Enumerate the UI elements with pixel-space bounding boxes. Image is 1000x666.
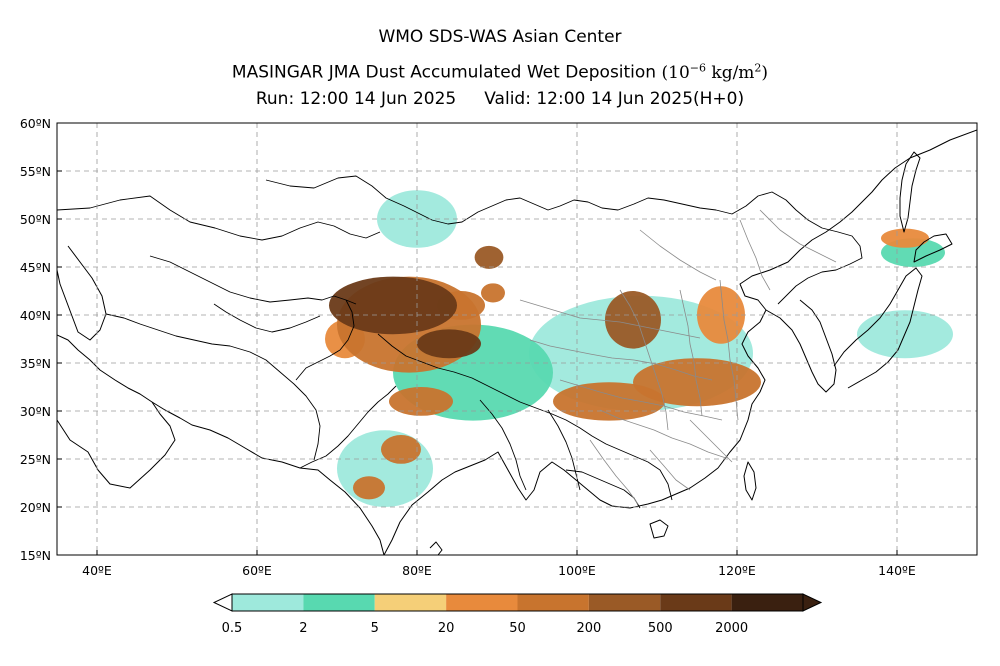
deposition-region bbox=[605, 291, 661, 349]
colorbar-segment bbox=[232, 594, 304, 611]
lon-tick-label: 120ºE bbox=[718, 563, 756, 578]
graticule bbox=[57, 123, 977, 555]
lon-tick-label: 140ºE bbox=[878, 563, 916, 578]
lat-tick-label: 20ºN bbox=[20, 500, 51, 515]
valid-label: Valid: 12:00 14 Jun 2025(H+0) bbox=[484, 89, 745, 109]
coastline-sri-lanka bbox=[429, 541, 443, 555]
colorbar-segment bbox=[303, 594, 375, 611]
run-label: Run: 12:00 14 Jun 2025 bbox=[255, 89, 457, 109]
colorbar-segment bbox=[517, 594, 589, 611]
colorbar-level-label: 2 bbox=[299, 621, 307, 636]
lat-tick-label: 15ºN bbox=[20, 548, 51, 563]
subtitle-main: MASINGAR JMA Dust Accumulated Wet Deposi… bbox=[231, 62, 657, 83]
lon-tick-label: 60ºE bbox=[242, 563, 272, 578]
lat-tick-label: 35ºN bbox=[20, 356, 51, 371]
unit-square: 2 bbox=[754, 61, 762, 74]
map-frame bbox=[56, 122, 978, 556]
unit-open: (10 bbox=[661, 62, 690, 83]
deposition-region bbox=[697, 286, 745, 344]
subtitle-unit: (10−6 kg/m2) bbox=[661, 61, 769, 83]
deposition-region bbox=[633, 358, 761, 407]
coastline-korea bbox=[765, 299, 837, 393]
lat-tick-label: 55ºN bbox=[20, 164, 51, 179]
colorbar-level-label: 2000 bbox=[715, 621, 748, 636]
lat-tick-label: 45ºN bbox=[20, 260, 51, 275]
lat-tick-label: 60ºN bbox=[20, 116, 51, 131]
country-borders bbox=[57, 175, 863, 509]
unit-exponent: −6 bbox=[689, 61, 706, 74]
colorbar-level-label: 20 bbox=[438, 621, 455, 636]
axis-ticks: 40ºE 60ºE 80ºE 100ºE 120ºE 140ºE 15ºN 20ºN 25ºN 3… bbox=[20, 116, 916, 578]
coastline-caspian bbox=[57, 245, 107, 341]
deposition-region bbox=[481, 283, 505, 303]
lat-tick-label: 25ºN bbox=[20, 452, 51, 467]
colorbar-segment bbox=[588, 594, 661, 611]
coastline-sakhalin bbox=[899, 151, 921, 233]
colorbar-segment bbox=[660, 594, 732, 611]
deposition-field bbox=[325, 190, 953, 507]
colorbar-level-label: 0.5 bbox=[222, 621, 243, 636]
colorbar-outline bbox=[231, 593, 804, 612]
lat-tick-label: 30ºN bbox=[20, 404, 51, 419]
deposition-region bbox=[881, 228, 929, 248]
colorbar-segment bbox=[731, 594, 803, 611]
colorbar: 0.5 2 5 20 50 200 500 2000 bbox=[212, 593, 823, 636]
coastline-japan-honshu bbox=[833, 267, 923, 389]
lat-tick-label: 50ºN bbox=[20, 212, 51, 227]
colorbar-level-label: 500 bbox=[648, 621, 673, 636]
colorbar-over-arrow bbox=[802, 593, 823, 612]
unit-mid: kg/m bbox=[705, 62, 755, 83]
map-title: WMO SDS-WAS Asian Center bbox=[378, 27, 622, 47]
map-subtitle: MASINGAR JMA Dust Accumulated Wet Deposi… bbox=[0, 61, 1000, 83]
lon-tick-label: 100ºE bbox=[558, 563, 596, 578]
coastlines-and-borders bbox=[57, 129, 977, 555]
deposition-region bbox=[553, 382, 665, 421]
deposition-region bbox=[389, 387, 453, 416]
colorbar-level-label: 5 bbox=[371, 621, 379, 636]
deposition-region bbox=[417, 329, 481, 359]
deposition-region bbox=[474, 245, 504, 269]
run-valid-line: Run: 12:00 14 Jun 2025 Valid: 12:00 14 Ju… bbox=[0, 89, 1000, 109]
coastline-arabia bbox=[57, 334, 176, 489]
unit-close: ) bbox=[761, 62, 769, 83]
lon-tick-label: 80ºE bbox=[402, 563, 432, 578]
deposition-region bbox=[329, 276, 457, 335]
coastline-hainan bbox=[649, 519, 669, 539]
china-province-borders bbox=[519, 209, 837, 505]
coastline-taiwan bbox=[743, 461, 757, 501]
coastline-hokkaido bbox=[913, 233, 953, 263]
colorbar-segment bbox=[374, 594, 447, 611]
coastline-india-east bbox=[383, 129, 977, 555]
deposition-region bbox=[381, 435, 421, 464]
lat-tick-label: 40ºN bbox=[20, 308, 51, 323]
colorbar-level-label: 200 bbox=[576, 621, 601, 636]
lon-tick-label: 40ºE bbox=[82, 563, 112, 578]
colorbar-level-label: 50 bbox=[509, 621, 526, 636]
colorbar-segment bbox=[446, 594, 518, 611]
deposition-region bbox=[353, 476, 385, 500]
coastline-persian-gulf bbox=[151, 401, 385, 555]
colorbar-under-arrow bbox=[212, 593, 233, 612]
